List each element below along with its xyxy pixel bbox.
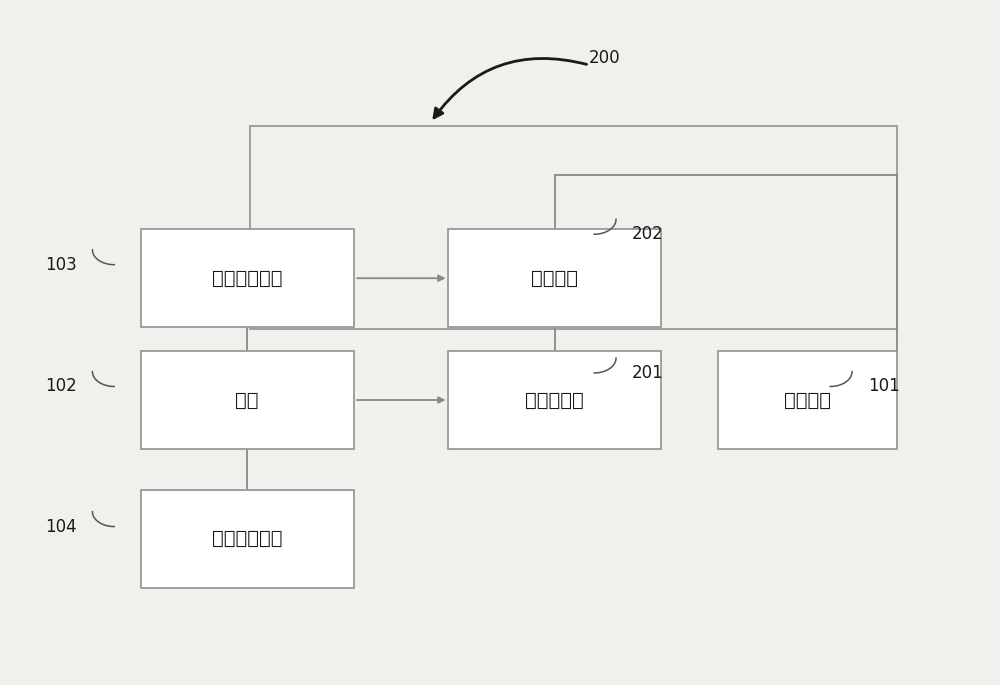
Text: 风机控制装置: 风机控制装置 (212, 269, 282, 288)
Text: 电加热器: 电加热器 (784, 390, 831, 410)
Bar (141, 351, 354, 449)
Text: 压力开关: 压力开关 (531, 269, 578, 288)
Text: 温度控制装置: 温度控制装置 (212, 530, 282, 548)
Bar (718, 351, 897, 449)
Bar (141, 229, 354, 327)
Text: 压力传感器: 压力传感器 (525, 390, 584, 410)
Text: 103: 103 (45, 256, 77, 274)
Text: 200: 200 (589, 49, 621, 67)
Text: 201: 201 (632, 364, 664, 382)
Text: 104: 104 (45, 518, 77, 536)
Bar (141, 490, 354, 588)
Text: 101: 101 (868, 377, 900, 395)
Bar (448, 351, 661, 449)
Bar (448, 229, 661, 327)
Bar (250, 126, 897, 329)
Text: 风机: 风机 (235, 390, 259, 410)
Text: 202: 202 (632, 225, 664, 243)
Text: 102: 102 (45, 377, 77, 395)
